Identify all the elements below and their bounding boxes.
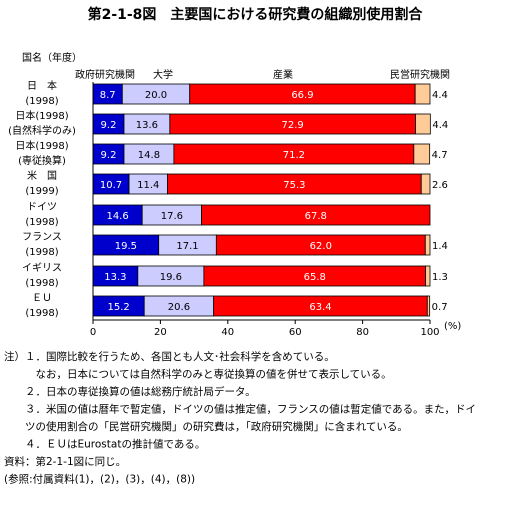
value-label: 2.6 [432,180,448,191]
bar-segment [413,143,431,165]
category-label: イギリス [22,262,62,274]
value-label: 0.7 [432,302,448,313]
note: (参照:付属資料(1)，(2)，(3)，(4)，(8)) [4,473,195,486]
bar-segment [424,234,431,256]
value-label: 1.3 [432,272,448,283]
value-label: 4.4 [432,120,448,131]
category-label: ドイツ [27,202,57,213]
category-label: 日 本 [27,79,57,92]
bar-segment [420,173,431,195]
value-label: 13.3 [104,272,126,283]
value-label: 72.9 [282,120,304,131]
value-label: 13.6 [136,120,158,131]
category-label: 米 国 [27,169,57,182]
legend-label: 産業 [273,68,293,81]
value-label: 14.8 [138,150,160,161]
x-unit: (%) [444,321,461,332]
note: 注）１．国際比較を行うため、各国とも人文･社会科学を含めている。 [4,350,335,363]
category-label: 日本(1998) [15,139,68,152]
bar-segment [201,204,431,226]
value-label: 9.2 [101,120,117,131]
bar-segment [425,265,431,287]
value-label: 1.4 [432,241,448,252]
x-tick-label: 0 [90,327,96,338]
x-tick-label: 20 [154,327,167,338]
legend-label: 民営研究機関 [390,68,450,81]
value-label: 66.9 [291,90,313,101]
value-label: 9.2 [101,150,117,161]
note: ２．日本の専従換算の値は総務庁統計局データ。 [4,385,256,398]
note: 資料：第2-1-1図に同じ。 [4,455,126,468]
value-label: 8.7 [100,90,116,101]
value-label: 10.7 [100,180,122,191]
category-label: フランス [22,231,62,243]
x-tick-label: 100 [420,327,439,338]
value-label: 4.7 [432,150,448,161]
category-label: (自然科学のみ) [8,124,76,137]
category-label: (1998) [25,278,58,289]
category-label: (1998) [25,217,58,228]
x-tick-label: 80 [356,327,369,338]
category-label: (1999) [25,186,58,197]
value-label: 4.4 [432,90,448,101]
chart-title: 第2-1-8図 主要国における研究費の組織別使用割合 [88,6,424,23]
legend-label: 政府研究機関 [75,68,135,81]
category-label: ＥＵ [32,293,52,304]
bar-segment [415,113,431,135]
note: ４．ＥＵはEurostatの推計値である。 [4,438,205,451]
value-label: 11.4 [137,180,159,191]
bar-segment [426,295,431,317]
value-label: 17.1 [176,241,198,252]
note: ツの使用割合の「民営研究機関」の研究費は，「政府研究機関」に含まれている。 [4,420,408,433]
category-label: (1998) [25,308,58,319]
value-label: 19.5 [115,241,137,252]
value-label: 65.8 [304,272,326,283]
value-label: 17.6 [161,211,183,222]
legend-label: 大学 [153,68,173,81]
value-label: 20.6 [168,302,190,313]
x-tick-label: 40 [221,327,234,338]
value-label: 14.6 [106,211,128,222]
category-label: (専従換算) [18,154,66,167]
note: ３．米国の値は暦年で暫定値，ドイツの値は推定値，フランスの値は暫定値である。また… [4,403,476,416]
value-label: 19.6 [160,272,182,283]
category-label: (1998) [25,96,58,107]
value-label: 71.2 [283,150,305,161]
value-label: 62.0 [310,241,332,252]
category-header: 国名（年度） [22,51,82,64]
value-label: 67.8 [305,211,327,222]
value-label: 75.3 [283,180,305,191]
x-tick-label: 60 [289,327,302,338]
value-label: 15.2 [107,302,129,313]
category-label: (1998) [25,247,58,258]
note: なお，日本については自然科学のみと専従換算の値を併せて表示している。 [4,368,392,381]
value-label: 20.0 [145,90,167,101]
value-label: 63.4 [309,302,331,313]
bar-segment [414,83,431,105]
category-label: 日本(1998) [15,109,68,122]
